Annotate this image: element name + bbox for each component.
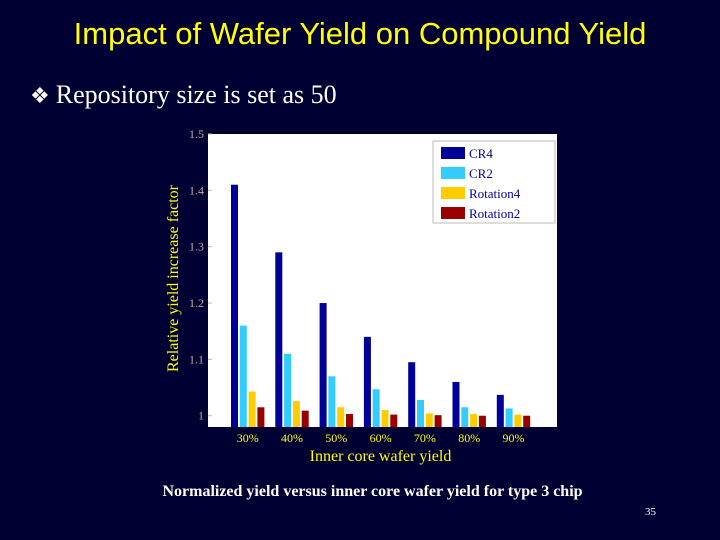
diamond-bullet-icon: ❖ — [30, 83, 50, 108]
bar-cr4 — [363, 336, 371, 427]
bar-cr2 — [328, 376, 336, 427]
bar-cr2 — [461, 407, 469, 427]
bar-cr4 — [231, 184, 238, 427]
legend-label: Rotation4 — [469, 186, 521, 201]
x-tick-label: 80% — [458, 431, 480, 445]
y-tick-label: 1.1 — [189, 352, 204, 366]
bar-cr4 — [319, 303, 327, 427]
bar-cr2 — [372, 389, 380, 427]
bar-cr2 — [505, 408, 513, 427]
x-tick-label: 30% — [237, 431, 259, 445]
legend-label: CR4 — [469, 146, 493, 161]
bar-cr4 — [275, 252, 283, 427]
y-axis-label: Relative yield increase factor — [165, 184, 182, 372]
slide-number: 35 — [645, 506, 656, 518]
legend-swatch-rotation4 — [441, 187, 465, 199]
legend-label: Rotation2 — [469, 206, 520, 221]
bar-rotation2 — [301, 410, 309, 427]
bar-rotation2 — [257, 407, 265, 427]
bar-cr2 — [239, 325, 247, 427]
x-tick-label: 50% — [325, 431, 347, 445]
bar-cr4 — [452, 381, 460, 427]
bar-rotation2 — [346, 414, 353, 427]
bar-cr4 — [496, 394, 504, 427]
bar-cr2 — [284, 353, 292, 427]
legend-swatch-cr2 — [441, 167, 465, 179]
y-tick-label: 1 — [198, 409, 204, 423]
bar-rotation4 — [470, 414, 478, 427]
x-tick-label: 60% — [370, 431, 392, 445]
bar-rotation4 — [381, 410, 389, 427]
bar-rotation4 — [425, 413, 433, 427]
bar-rotation2 — [434, 415, 442, 427]
y-tick-label: 1.4 — [189, 183, 204, 197]
legend-swatch-rotation2 — [441, 207, 465, 219]
bar-rotation2 — [478, 415, 486, 427]
x-tick-label: 90% — [503, 431, 525, 445]
bullet-point: ❖ Repository size is set as 50 — [30, 80, 337, 110]
bar-rotation2 — [390, 414, 398, 427]
bar-cr2 — [417, 399, 424, 427]
bar-rotation4 — [337, 407, 345, 427]
bar-rotation4 — [248, 391, 256, 427]
x-tick-label: 70% — [414, 431, 436, 445]
y-tick-label: 1.2 — [189, 296, 204, 310]
x-tick-label: 40% — [281, 431, 303, 445]
legend-swatch-cr4 — [441, 147, 465, 159]
legend-label: CR2 — [469, 166, 493, 181]
bar-rotation4 — [514, 414, 522, 427]
x-axis-label: Inner core wafer yield — [310, 448, 452, 465]
bullet-text: Repository size is set as 50 — [55, 80, 337, 109]
y-tick-label: 1.5 — [189, 127, 204, 141]
bar-chart: 1 1.1 1.2 1.3 1.4 1.5 30% 40% 50% 60% 70% 80% 90% Inn… — [165, 127, 557, 465]
bar-rotation4 — [292, 401, 300, 427]
slide-title: Impact of Wafer Yield on Compound Yield — [73, 16, 647, 51]
bar-cr4 — [408, 362, 416, 427]
chart-caption: Normalized yield versus inner core wafer… — [162, 483, 583, 500]
y-tick-label: 1.3 — [189, 240, 204, 254]
bar-rotation2 — [523, 415, 531, 427]
